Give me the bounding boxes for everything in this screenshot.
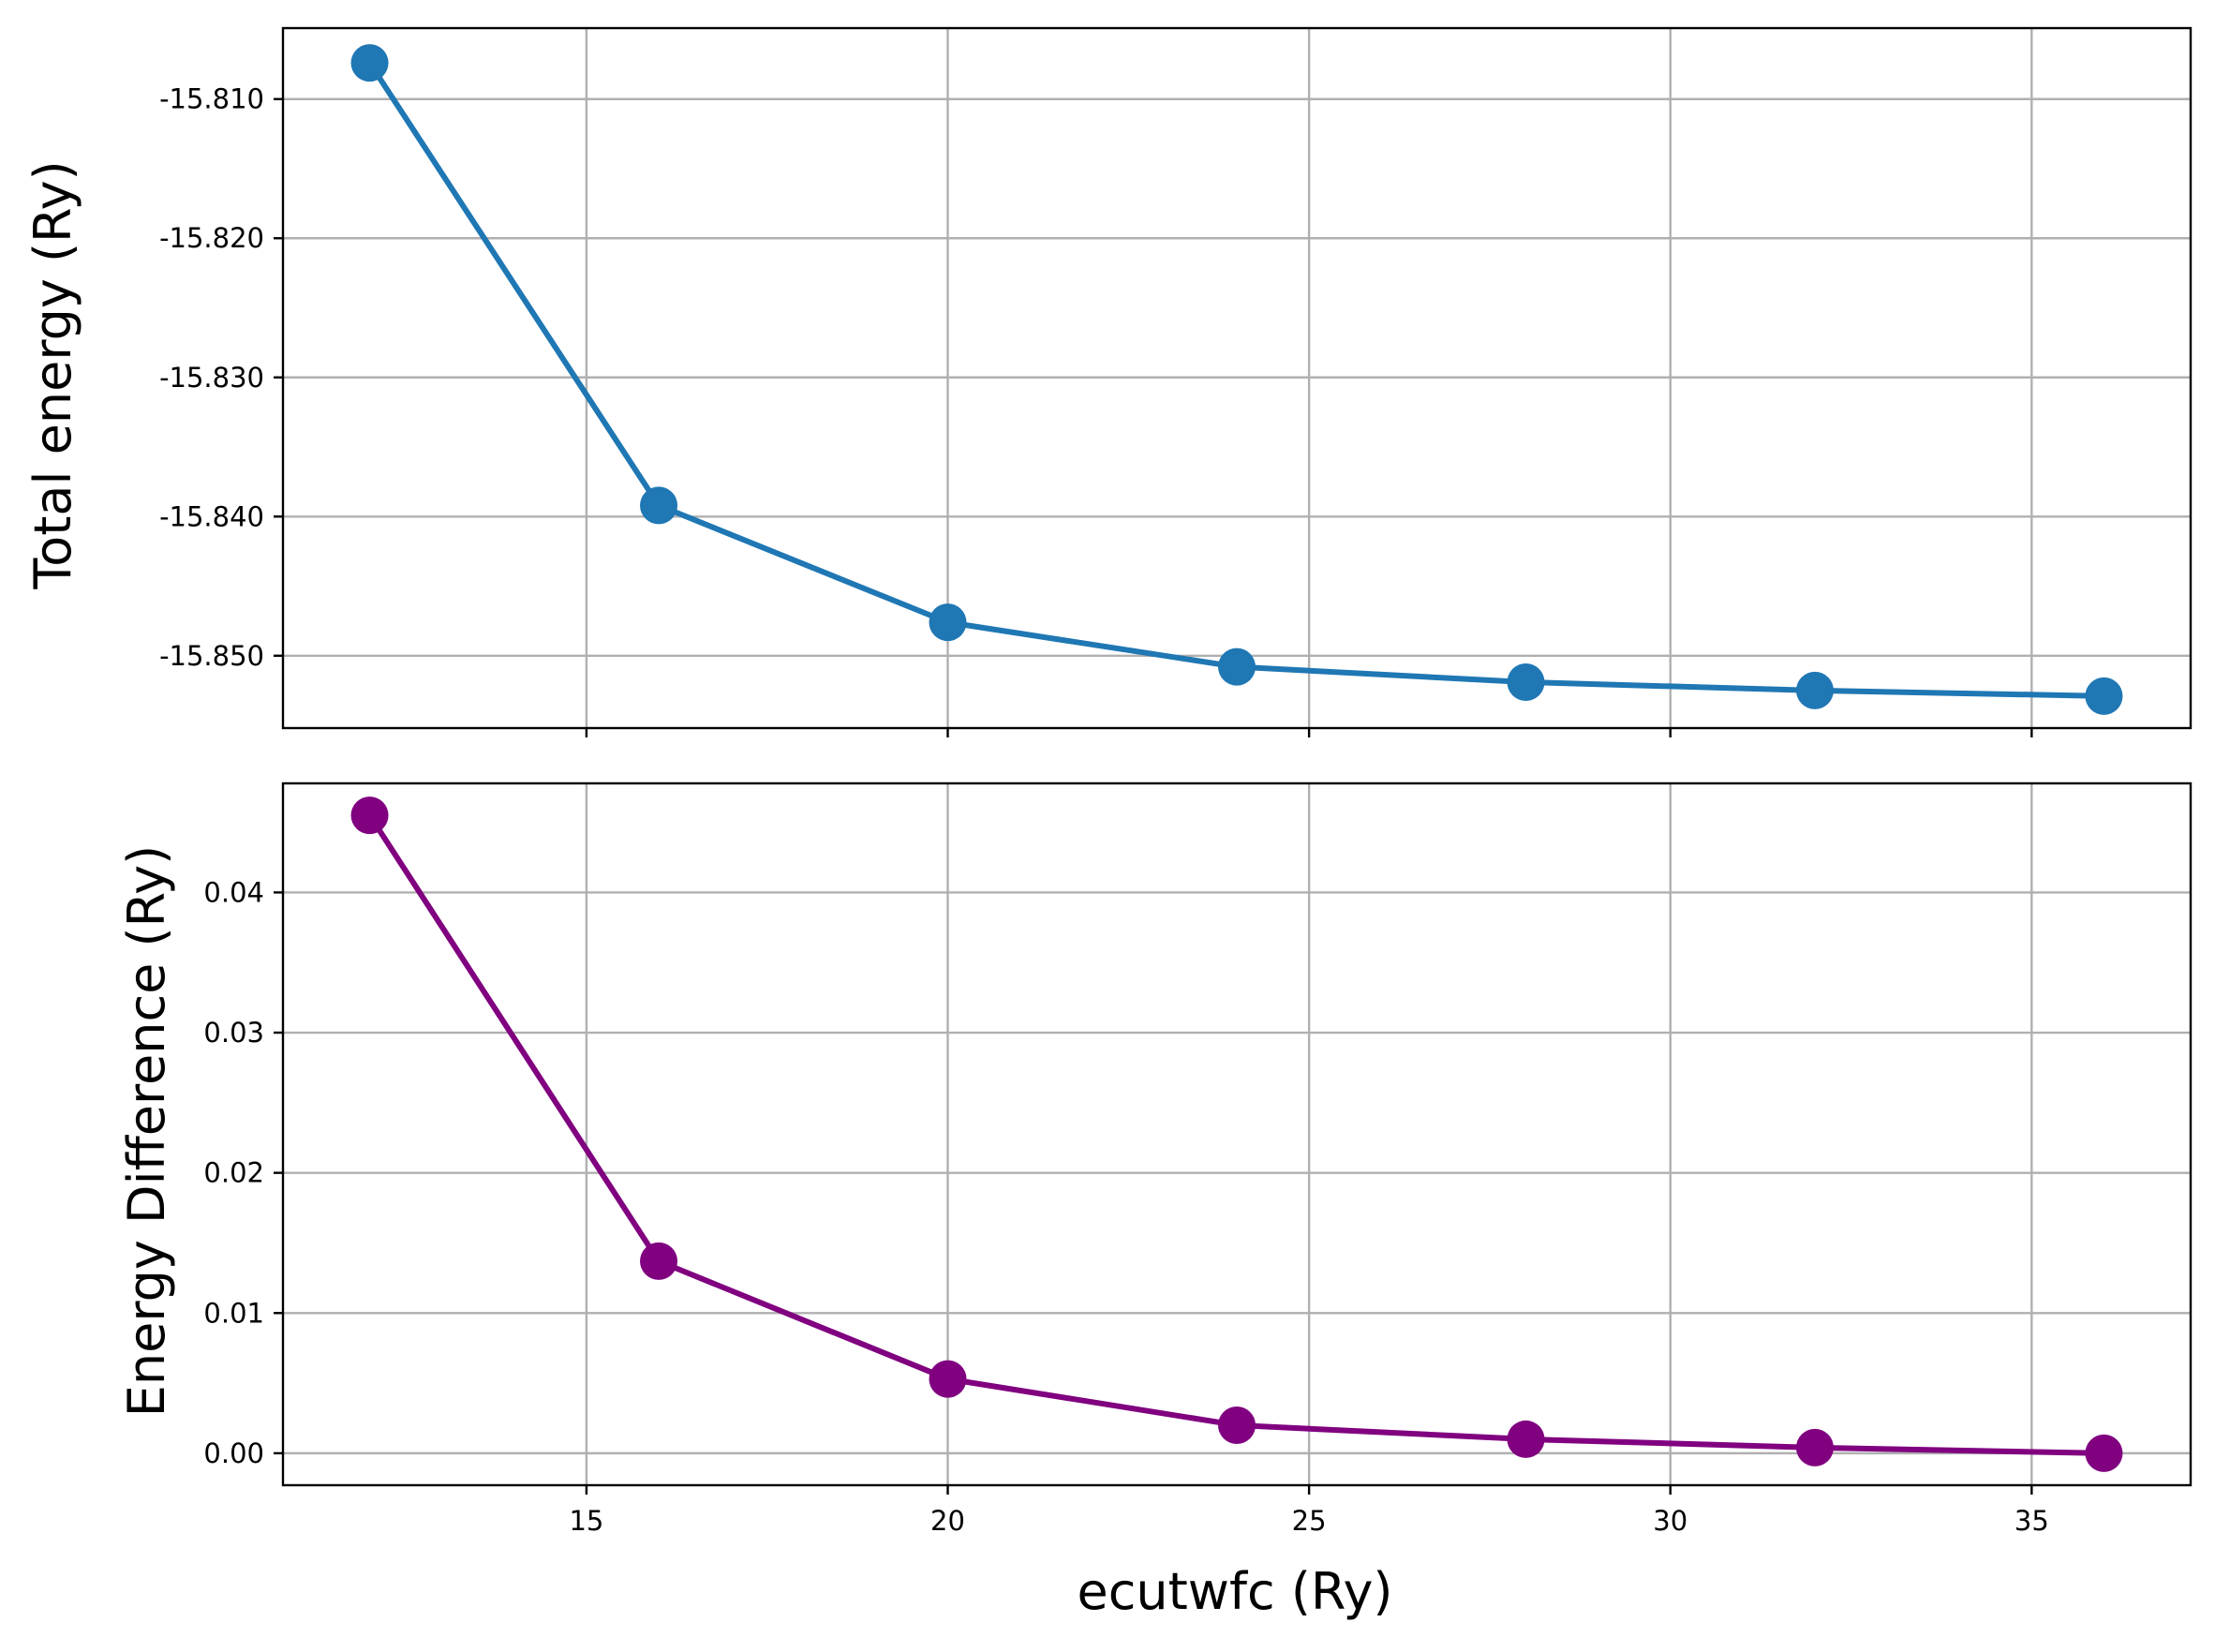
x-tick-label-3: 30	[1653, 1505, 1687, 1537]
data-point-6	[2085, 1434, 2123, 1472]
axes-frame-1	[281, 781, 2193, 1487]
data-point-2	[929, 1360, 967, 1398]
series-1-0	[350, 796, 2123, 1472]
data-point-0	[350, 44, 389, 82]
y-tick-label-2: 0.02	[203, 1157, 264, 1189]
bottom-ylabel: Energy Difference (Ry)	[117, 845, 176, 1417]
ticks-0: -15.810 -15.820 -15.830 -15.840 -15.850	[159, 83, 2033, 737]
y-tick-label-4: 0.04	[203, 876, 264, 908]
data-point-0	[350, 796, 389, 835]
x-tick-label-0: 15	[569, 1505, 603, 1537]
data-point-2	[929, 603, 967, 642]
data-point-4	[1507, 662, 1545, 701]
data-point-6	[2085, 677, 2123, 715]
bottom-plot-energy-difference: Energy Difference (Ry) ecutwfc (Ry) 15 20…	[117, 781, 2193, 1621]
grid-0	[283, 28, 2191, 728]
x-tick-label-4: 35	[2014, 1505, 2049, 1537]
data-point-3	[1218, 647, 1256, 686]
data-point-4	[1507, 1420, 1545, 1458]
y-tick-label-3: -15.840	[159, 500, 264, 532]
y-tick-label-1: -15.820	[159, 222, 264, 254]
x-tick-label-1: 20	[930, 1505, 965, 1537]
data-point-5	[1795, 671, 1834, 709]
y-tick-label-2: -15.830	[159, 362, 264, 394]
y-tick-label-3: 0.03	[203, 1017, 264, 1049]
data-point-1	[640, 486, 678, 525]
series-0-0	[350, 44, 2123, 715]
top-ylabel: Total energy (Ry)	[23, 160, 82, 589]
x-tick-label-2: 25	[1292, 1505, 1327, 1537]
data-point-5	[1795, 1428, 1834, 1466]
ticks-1: 15 20 25 30 35 0.00 0.01 0.02 0.03 0.04	[203, 876, 2048, 1537]
y-tick-label-0: -15.810	[159, 83, 264, 115]
y-tick-label-4: -15.850	[159, 640, 264, 672]
top-plot-total-energy: Total energy (Ry) -15.810-15.820-15.830-…	[23, 26, 2193, 737]
y-tick-label-1: 0.01	[203, 1297, 264, 1329]
data-point-3	[1218, 1406, 1256, 1444]
bottom-xlabel: ecutwfc (Ry)	[1078, 1562, 1393, 1621]
y-tick-label-0: 0.00	[203, 1437, 264, 1469]
data-point-1	[640, 1242, 678, 1280]
axes-frame-0	[281, 26, 2193, 730]
